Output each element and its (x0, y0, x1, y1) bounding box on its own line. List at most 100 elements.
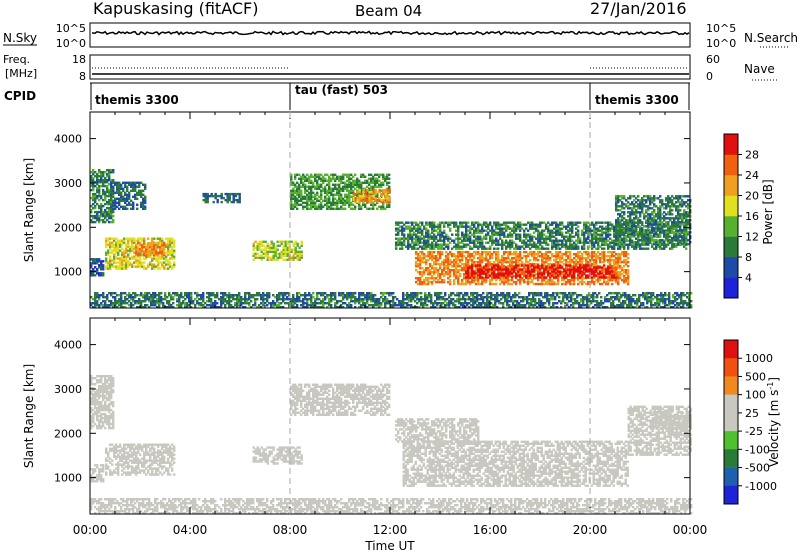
heatmap-cell (629, 203, 632, 206)
heatmap-cell (378, 185, 381, 188)
heatmap-cell (92, 274, 95, 277)
heatmap-cell (611, 276, 614, 279)
heatmap-cell (653, 247, 656, 250)
heatmap-cell (567, 237, 570, 240)
heatmap-cell (342, 177, 345, 180)
heatmap-cell (541, 221, 544, 224)
heatmap-cell (360, 196, 363, 200)
heatmap-cell (161, 237, 164, 240)
heatmap-cell (100, 177, 103, 180)
heatmap-cell (316, 207, 319, 210)
heatmap-cell (483, 251, 486, 254)
heatmap-cell (204, 198, 207, 202)
heatmap-cell (92, 177, 95, 180)
heatmap-cell (547, 267, 550, 270)
heatmap-cell (433, 243, 436, 246)
heatmap-cell (401, 243, 404, 246)
heatmap-cell (453, 245, 456, 248)
heatmap-cell (567, 225, 570, 228)
heatmap-cell (346, 189, 349, 192)
heatmap-cell (119, 249, 122, 252)
heatmap-cell (501, 281, 504, 284)
heatmap-cell (98, 192, 101, 196)
heatmap-cell (306, 193, 309, 196)
heatmap-cell (140, 191, 143, 194)
heatmap-cell (491, 239, 494, 242)
heatmap-cell (447, 243, 450, 246)
heatmap-cell (505, 227, 508, 230)
nave-tick-top-right: 60 (706, 53, 720, 66)
heatmap-cell (609, 268, 612, 271)
heatmap-cell (617, 273, 620, 276)
heatmap-cell (449, 227, 452, 230)
heatmap-cell (384, 207, 387, 210)
heatmap-cell (105, 251, 108, 254)
heatmap-cell (423, 255, 426, 258)
heatmap-cell (360, 205, 363, 208)
heatmap-cell (485, 251, 488, 254)
heatmap-cell (603, 247, 606, 250)
heatmap-cell (611, 265, 614, 268)
heatmap-cell (455, 245, 458, 248)
heatmap-cell (495, 259, 498, 262)
heatmap-cell (547, 255, 550, 258)
heatmap-cell (545, 270, 548, 273)
heatmap-cell (525, 255, 528, 258)
heatmap-cell (105, 245, 108, 248)
heatmap-cell (503, 265, 506, 268)
heatmap-cell (631, 241, 634, 244)
heatmap-cell (549, 239, 552, 242)
heatmap-cell (501, 239, 504, 242)
heatmap-cell (429, 281, 432, 284)
heatmap-cell (585, 266, 588, 269)
heatmap-cell (513, 253, 516, 256)
heatmap-cell (523, 255, 526, 258)
heatmap-cell (382, 190, 385, 194)
heatmap-cell (304, 197, 307, 200)
heatmap-cell (645, 247, 648, 250)
heatmap-cell (463, 255, 466, 258)
heatmap-cell (90, 177, 93, 180)
heatmap-cell (457, 241, 460, 244)
heatmap-cell (547, 259, 550, 262)
heatmap-cell (276, 248, 279, 251)
heatmap-cell (415, 243, 418, 246)
heatmap-cell (637, 223, 640, 226)
heatmap-cell (439, 223, 442, 226)
heatmap-cell (555, 276, 558, 279)
heatmap-cell (479, 267, 482, 270)
heatmap-cell (388, 181, 391, 184)
heatmap-cell (505, 247, 508, 250)
heatmap-cell (113, 253, 116, 256)
heatmap-cell (294, 248, 297, 251)
heatmap-cell (517, 272, 520, 275)
heatmap-cell (220, 192, 223, 196)
heatmap-cell (621, 279, 624, 282)
heatmap-cell (503, 279, 506, 282)
heatmap-cell (372, 181, 375, 184)
heatmap-cell (497, 276, 500, 279)
heatmap-cell (541, 259, 544, 262)
heatmap-cell (423, 271, 426, 274)
heatmap-cell (142, 205, 145, 208)
heatmap-cell (388, 188, 391, 192)
heatmap-cell (469, 245, 472, 248)
heatmap-cell (364, 189, 367, 192)
heatmap-cell (173, 249, 176, 252)
heatmap-cell (292, 248, 295, 251)
heatmap-cell (595, 223, 598, 226)
heatmap-cell (157, 243, 160, 246)
heatmap-cell (557, 263, 560, 266)
heatmap-cell (352, 195, 355, 198)
heatmap-cell (298, 256, 301, 259)
freq-tick-bottom-left: 8 (79, 70, 86, 83)
heatmap-cell (495, 239, 498, 242)
heatmap-cell (513, 281, 516, 284)
heatmap-cell (599, 237, 602, 240)
heatmap-cell (316, 197, 319, 200)
heatmap-cell (163, 248, 166, 251)
heatmap-cell (374, 195, 377, 198)
heatmap-cell (521, 263, 524, 266)
heatmap-cell (497, 259, 500, 262)
heatmap-cell (445, 233, 448, 236)
